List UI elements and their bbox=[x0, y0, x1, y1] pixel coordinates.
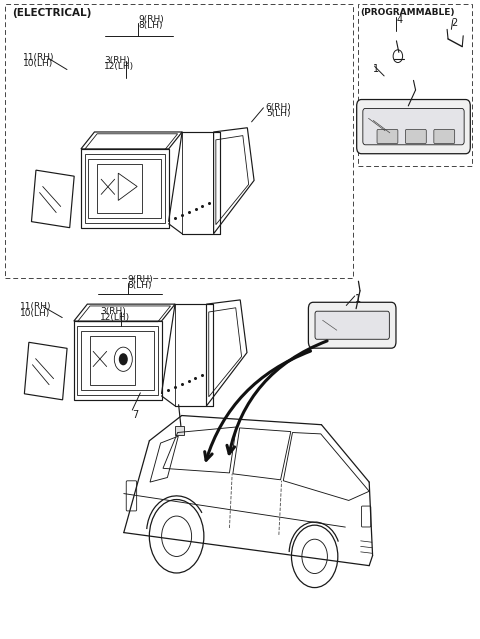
Text: 3(RH): 3(RH) bbox=[100, 307, 126, 316]
FancyBboxPatch shape bbox=[315, 311, 389, 339]
Text: 6(RH): 6(RH) bbox=[266, 103, 291, 112]
FancyBboxPatch shape bbox=[406, 130, 426, 144]
Text: 8(LH): 8(LH) bbox=[138, 21, 162, 30]
FancyBboxPatch shape bbox=[363, 109, 464, 145]
Text: (PROGRAMMABLE): (PROGRAMMABLE) bbox=[360, 8, 455, 17]
Circle shape bbox=[119, 353, 128, 366]
Text: 11(RH): 11(RH) bbox=[24, 53, 55, 62]
Text: 11(RH): 11(RH) bbox=[20, 302, 51, 311]
Text: 7: 7 bbox=[132, 410, 139, 420]
FancyBboxPatch shape bbox=[434, 130, 455, 144]
Text: 12(LH): 12(LH) bbox=[100, 313, 130, 322]
Text: 9(RH): 9(RH) bbox=[138, 15, 164, 24]
FancyBboxPatch shape bbox=[357, 100, 470, 154]
Bar bbox=[358, 4, 472, 167]
Text: 12(LH): 12(LH) bbox=[104, 62, 134, 71]
FancyBboxPatch shape bbox=[377, 130, 398, 144]
Text: 8(LH): 8(LH) bbox=[128, 281, 152, 290]
Bar bbox=[5, 4, 353, 278]
Polygon shape bbox=[175, 426, 184, 435]
Text: 4: 4 bbox=[396, 15, 403, 25]
Text: 1: 1 bbox=[373, 65, 379, 75]
Text: (ELECTRICAL): (ELECTRICAL) bbox=[12, 8, 92, 19]
Text: 10(LH): 10(LH) bbox=[20, 309, 50, 318]
Text: 1: 1 bbox=[355, 294, 361, 304]
Text: 9(RH): 9(RH) bbox=[128, 275, 153, 284]
Text: 2: 2 bbox=[451, 18, 457, 28]
Text: 3(RH): 3(RH) bbox=[104, 56, 130, 65]
Text: 5(LH): 5(LH) bbox=[266, 109, 290, 118]
FancyBboxPatch shape bbox=[308, 302, 396, 348]
Text: 10(LH): 10(LH) bbox=[24, 59, 54, 68]
